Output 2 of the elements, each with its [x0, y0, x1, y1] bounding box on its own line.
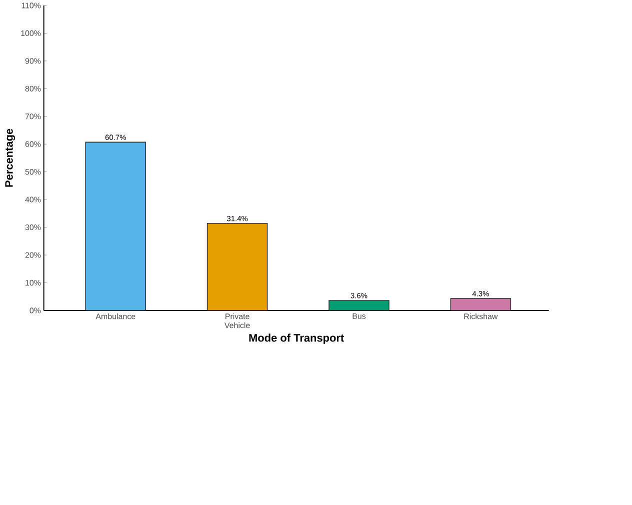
y-axis-title: Percentage: [5, 129, 16, 187]
x-axis-title: Mode of Transport: [249, 334, 344, 344]
